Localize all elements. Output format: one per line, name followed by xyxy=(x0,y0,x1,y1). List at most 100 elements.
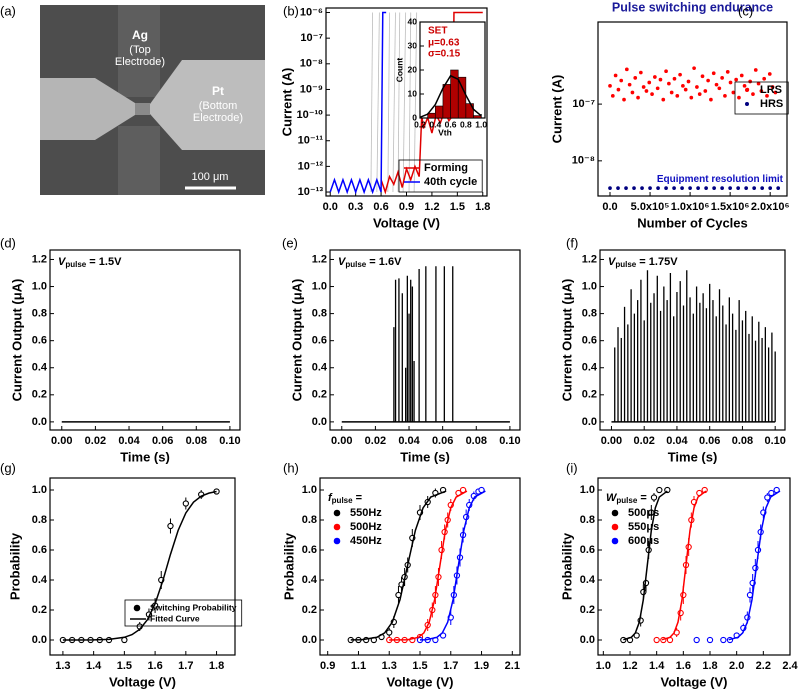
annotation-text: = 1.5V xyxy=(86,256,122,268)
data-point xyxy=(748,79,753,84)
x-tick-label: 0.02 xyxy=(85,435,106,447)
y-axis-label: Current Output (μA) xyxy=(559,279,574,402)
y-tick-label: 0.6 xyxy=(302,544,317,556)
x-tick-label: 0.00 xyxy=(331,435,352,447)
data-point xyxy=(683,87,688,92)
y-axis-label: Current (A) xyxy=(549,75,564,144)
data-point xyxy=(692,66,696,71)
x-tick-label: 1.5 xyxy=(117,660,132,672)
y-tick-label: 0.6 xyxy=(582,335,597,347)
y-tick-label: 10⁻⁹ xyxy=(300,83,323,95)
y-tick-label: 10⁻⁷ xyxy=(300,32,323,44)
y-tick-label: 1.2 xyxy=(32,253,47,265)
x-tick-label: 1.6 xyxy=(147,660,162,672)
data-point xyxy=(768,186,773,191)
panel-label: (b) xyxy=(283,3,299,18)
y-tick-label: 30 xyxy=(408,40,418,50)
chart-title: SET xyxy=(428,26,447,37)
data-point xyxy=(613,73,618,78)
data-point xyxy=(714,82,719,87)
y-tick-label: 0.6 xyxy=(32,544,47,556)
y-tick-label: 0.8 xyxy=(312,308,327,320)
y-tick-label: 0.2 xyxy=(32,389,47,401)
data-point xyxy=(770,85,775,89)
data-point xyxy=(688,186,692,191)
legend-swatch xyxy=(333,523,341,531)
data-point xyxy=(753,68,758,72)
x-tick-label: 0.08 xyxy=(186,435,207,447)
x-tick-label: 0.9 xyxy=(399,201,414,213)
x-axis-label: Time (s) xyxy=(668,449,718,464)
y-tick-label: 0.8 xyxy=(32,514,47,526)
y-tick-label: 1.2 xyxy=(312,253,327,265)
y-tick-label: 0.8 xyxy=(32,308,47,320)
legend-box xyxy=(734,81,789,115)
chart-title: Pulse switching endurance xyxy=(612,0,773,14)
annotation-sub: pulse xyxy=(65,260,86,269)
x-tick-label: 0.0 xyxy=(323,201,338,213)
data-point xyxy=(624,186,628,191)
data-point xyxy=(744,186,749,191)
histogram-bar xyxy=(434,105,444,119)
x-tick-label: 0.04 xyxy=(118,435,140,447)
data-point xyxy=(664,69,668,74)
data-point xyxy=(622,97,626,102)
x-tick-label: 1.6 xyxy=(676,660,691,672)
data-line xyxy=(62,490,217,641)
legend-swatch xyxy=(611,509,619,517)
y-tick-label: 0.4 xyxy=(582,362,598,374)
image-label: Electrode) xyxy=(115,56,165,68)
y-tick-label: 0.0 xyxy=(32,416,47,428)
legend-swatch xyxy=(611,537,619,545)
data-line xyxy=(350,490,447,641)
data-point xyxy=(664,186,668,191)
data-line xyxy=(728,490,781,641)
legend-label: 550Hz xyxy=(350,507,382,519)
x-tick-label: 2.2 xyxy=(756,660,771,672)
x-tick-label: 0.08 xyxy=(466,435,487,447)
legend-title: Wpulse = xyxy=(606,492,647,505)
y-tick-label: 0 xyxy=(412,112,417,122)
data-point xyxy=(655,86,660,91)
data-point xyxy=(610,93,615,98)
data-point xyxy=(760,186,765,191)
y-tick-label: 20 xyxy=(408,64,418,74)
data-point xyxy=(633,76,638,80)
data-point xyxy=(736,186,740,191)
data-point xyxy=(739,73,744,78)
y-tick-label: 0.4 xyxy=(312,362,328,374)
y-axis-label: Count xyxy=(394,58,404,83)
legend-label: 500Hz xyxy=(350,521,382,533)
legend-title-sub: pulse xyxy=(616,496,637,505)
data-point xyxy=(675,93,680,98)
data-point xyxy=(648,186,652,191)
y-tick-label: 0.2 xyxy=(312,389,327,401)
legend-label: Fitted Curve xyxy=(150,613,200,623)
data-point xyxy=(650,494,658,501)
legend-title-text: = xyxy=(637,492,646,504)
data-point xyxy=(704,186,708,191)
y-tick-label: 0.0 xyxy=(580,634,595,646)
junction xyxy=(135,103,150,115)
x-tick-label: 0.02 xyxy=(633,435,654,447)
data-point xyxy=(608,186,612,191)
x-tick-label: 2.0x10⁶ xyxy=(751,201,790,213)
data-point xyxy=(765,93,769,98)
legend-title-base: W xyxy=(606,492,618,504)
data-point xyxy=(711,71,716,76)
data-point xyxy=(608,83,612,88)
x-axis-label: Vth xyxy=(438,127,452,137)
annotation: Equipment resolution limit xyxy=(657,174,784,185)
x-tick-label: 1.9 xyxy=(474,660,489,672)
y-tick-label: 0.6 xyxy=(312,335,327,347)
annotation-base: V xyxy=(608,256,617,268)
annotation: Vpulse = 1.5V xyxy=(58,256,122,269)
image-label: (Bottom xyxy=(199,100,238,112)
x-tick-label: 1.8 xyxy=(475,201,490,213)
data-line xyxy=(376,12,380,193)
data-point xyxy=(751,92,755,96)
x-tick-label: 0.08 xyxy=(732,435,753,447)
left-pad xyxy=(40,78,135,140)
x-axis-label: Voltage (V) xyxy=(661,674,728,689)
